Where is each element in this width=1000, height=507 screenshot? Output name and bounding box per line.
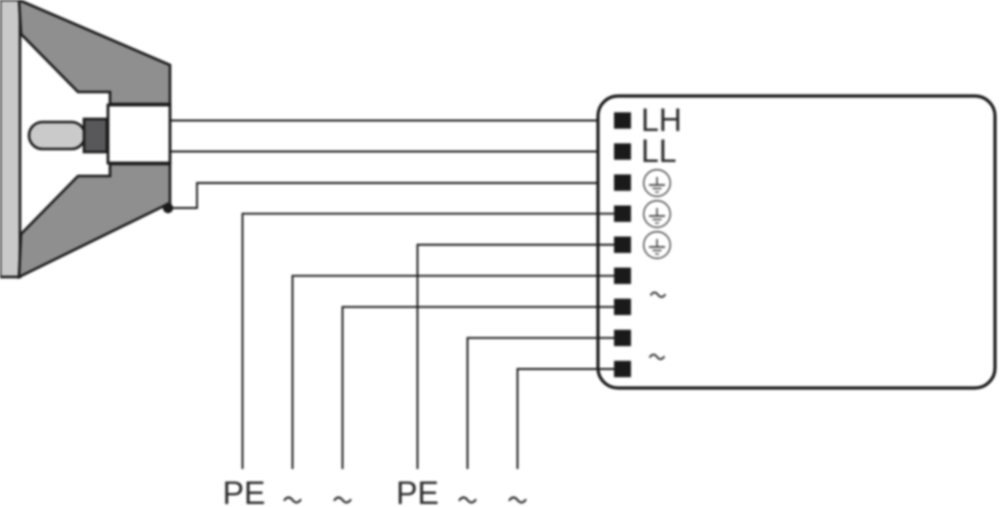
svg-text:LL: LL (641, 133, 677, 169)
svg-text:PE: PE (223, 475, 266, 507)
svg-text:PE: PE (396, 475, 439, 507)
